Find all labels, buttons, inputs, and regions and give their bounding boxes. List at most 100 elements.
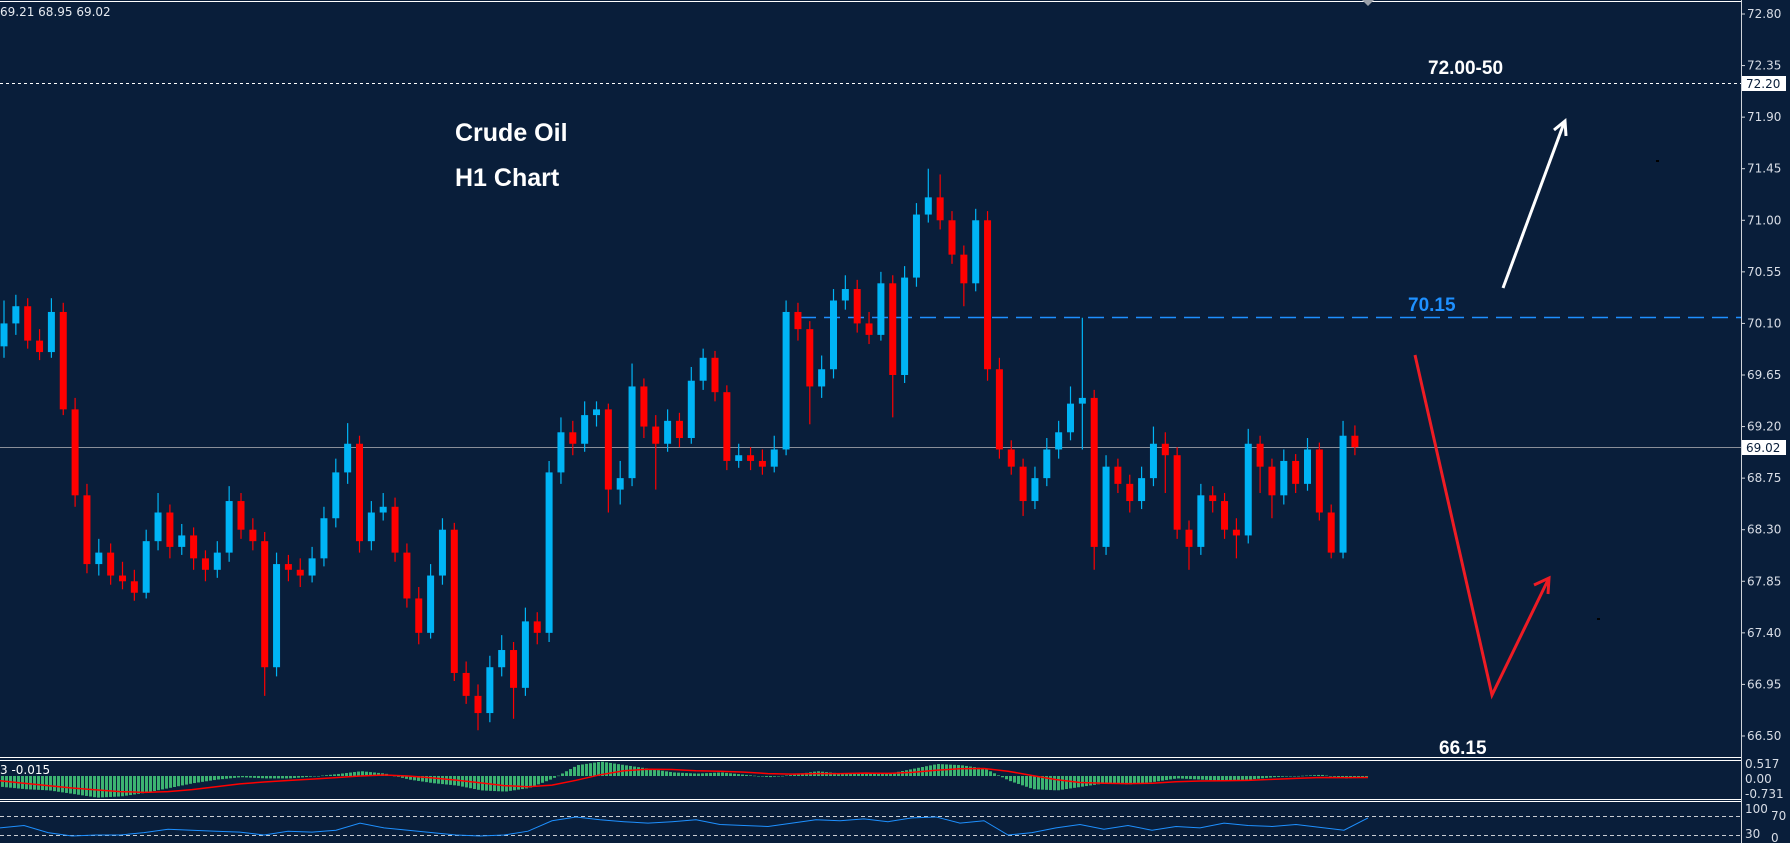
candle[interactable] [806, 321, 814, 425]
candle[interactable] [1351, 425, 1359, 456]
candle[interactable] [723, 385, 731, 471]
candle[interactable] [747, 447, 755, 471]
candle[interactable] [818, 355, 826, 398]
candle[interactable] [24, 298, 32, 349]
candle[interactable] [794, 302, 802, 341]
candle[interactable] [119, 561, 126, 590]
candle[interactable] [356, 435, 363, 553]
candle[interactable] [1173, 447, 1181, 539]
candle[interactable] [438, 518, 446, 585]
candle[interactable] [107, 543, 115, 585]
bullish-arrow-icon[interactable] [1501, 117, 1568, 289]
candle[interactable] [178, 523, 186, 555]
bearish-path-arrow-icon[interactable] [1413, 354, 1551, 700]
candle[interactable] [344, 423, 352, 484]
candle[interactable] [1126, 474, 1134, 513]
candle[interactable] [581, 401, 589, 452]
candle[interactable] [142, 529, 150, 599]
candle[interactable] [284, 554, 292, 582]
candle[interactable] [462, 661, 470, 704]
candle[interactable] [960, 245, 968, 307]
candle[interactable] [1185, 520, 1193, 570]
candle[interactable] [1078, 317, 1086, 450]
candle[interactable] [1280, 449, 1288, 505]
candle[interactable] [758, 449, 766, 475]
candle[interactable] [415, 587, 423, 645]
candle[interactable] [320, 506, 328, 567]
candle[interactable] [830, 289, 837, 379]
candle[interactable] [593, 401, 600, 427]
candle[interactable] [711, 350, 719, 402]
candle[interactable] [1007, 440, 1015, 475]
candle[interactable] [1031, 466, 1039, 510]
candle[interactable] [1197, 483, 1205, 555]
candle[interactable] [403, 543, 411, 608]
candle[interactable] [533, 612, 541, 645]
candle[interactable] [841, 275, 849, 310]
candle[interactable] [391, 497, 399, 562]
chart-shift-marker-icon[interactable] [1362, 0, 1374, 6]
candle[interactable] [557, 417, 565, 484]
candle[interactable] [427, 564, 435, 639]
candle[interactable] [1221, 493, 1229, 539]
candle[interactable] [249, 518, 257, 551]
candle[interactable] [984, 211, 992, 381]
candle[interactable] [521, 607, 529, 696]
candle[interactable] [782, 300, 790, 456]
candle[interactable] [130, 569, 138, 601]
candle[interactable] [1292, 454, 1300, 494]
candle[interactable] [332, 458, 340, 528]
candle[interactable] [1055, 420, 1063, 459]
candle[interactable] [770, 435, 778, 473]
candle[interactable] [1209, 486, 1217, 513]
candle[interactable] [1304, 438, 1311, 491]
candle[interactable] [889, 275, 897, 418]
candle[interactable] [237, 493, 245, 539]
candle[interactable] [545, 460, 553, 643]
candle[interactable] [1327, 504, 1335, 559]
candle[interactable] [308, 546, 316, 583]
candle[interactable] [948, 211, 956, 264]
candle[interactable] [604, 403, 612, 513]
candle[interactable] [1244, 428, 1252, 544]
candle[interactable] [213, 541, 221, 578]
candle[interactable] [0, 300, 8, 358]
candle[interactable] [296, 558, 304, 587]
candle[interactable] [83, 483, 91, 574]
candle[interactable] [379, 493, 387, 521]
candle[interactable] [474, 684, 482, 731]
candle[interactable] [12, 294, 20, 335]
candle[interactable] [1019, 458, 1027, 516]
candle[interactable] [59, 302, 67, 416]
candle[interactable] [47, 298, 55, 358]
candle[interactable] [699, 348, 707, 390]
candle[interactable] [450, 522, 458, 681]
candle[interactable] [877, 271, 885, 341]
candle[interactable] [901, 266, 909, 384]
candle[interactable] [569, 420, 577, 456]
candle[interactable] [664, 409, 672, 452]
candle[interactable] [154, 493, 162, 551]
candle[interactable] [201, 550, 209, 582]
candle[interactable] [36, 329, 44, 361]
candle[interactable] [225, 486, 233, 562]
candle[interactable] [1339, 420, 1347, 559]
candle[interactable] [652, 415, 660, 490]
candle[interactable] [972, 208, 980, 292]
candle[interactable] [865, 311, 873, 345]
candle[interactable] [628, 363, 636, 487]
candle[interactable] [640, 378, 648, 439]
candle[interactable] [261, 531, 269, 696]
candle[interactable] [687, 366, 695, 444]
candle[interactable] [1067, 386, 1074, 441]
candle[interactable] [166, 504, 174, 559]
candle[interactable] [853, 279, 861, 333]
candle[interactable] [616, 460, 624, 505]
candle[interactable] [1043, 438, 1051, 487]
candle[interactable] [995, 357, 1003, 459]
candle[interactable] [675, 412, 683, 448]
candle[interactable] [486, 655, 494, 723]
candle[interactable] [1232, 518, 1240, 559]
candle[interactable] [936, 174, 944, 230]
